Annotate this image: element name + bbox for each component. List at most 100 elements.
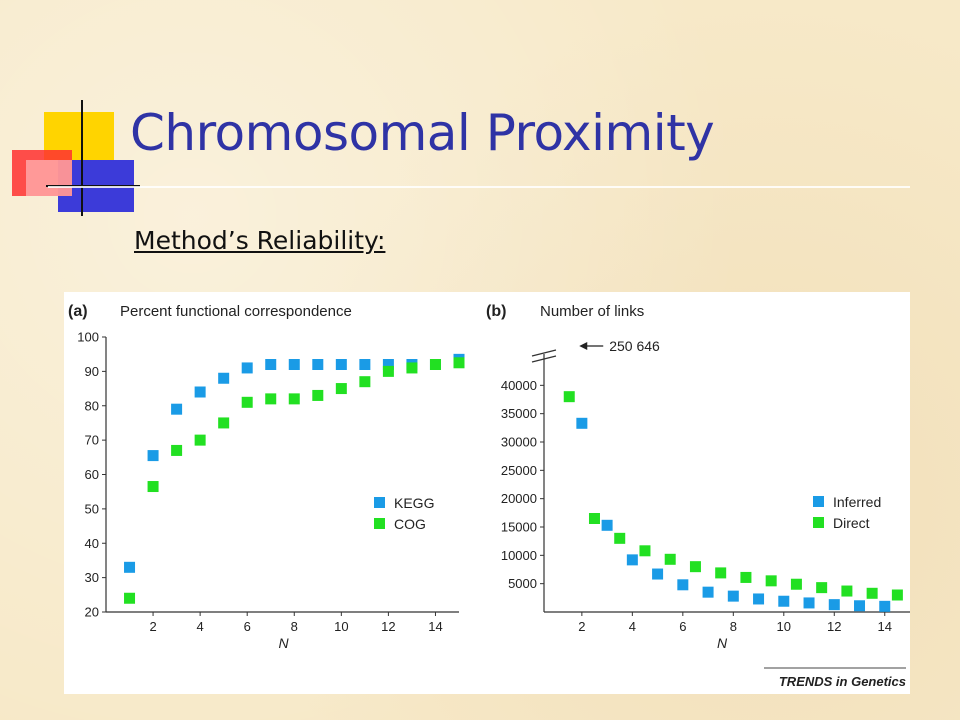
data-point-inferred bbox=[702, 586, 714, 598]
y-tick-label: 35000 bbox=[501, 406, 537, 421]
data-point-kegg bbox=[288, 359, 300, 370]
x-tick-label: 2 bbox=[578, 619, 585, 634]
y-tick-label: 15000 bbox=[501, 520, 537, 535]
data-point-cog bbox=[124, 592, 136, 604]
legend-label-kegg: KEGG bbox=[394, 495, 434, 511]
y-tick-label: 25000 bbox=[501, 463, 537, 478]
data-point-cog bbox=[453, 357, 465, 369]
data-point-cog bbox=[359, 376, 371, 388]
figure-panel: (a) Percent functional correspondence 20 30… bbox=[64, 292, 910, 694]
data-point-direct bbox=[765, 575, 777, 587]
data-point-inferred bbox=[677, 579, 689, 591]
data-point-cog bbox=[241, 396, 253, 408]
data-point-kegg bbox=[265, 359, 277, 370]
slide-subtitle: Method’s Reliability: bbox=[134, 226, 386, 255]
y-tick-label: 80 bbox=[85, 398, 99, 413]
data-point-kegg bbox=[241, 362, 253, 374]
data-point-direct bbox=[664, 553, 676, 565]
y-tick-label: 30000 bbox=[501, 435, 537, 450]
y-tick-label: 5000 bbox=[508, 576, 537, 591]
x-tick-label: 10 bbox=[334, 619, 348, 634]
data-point-inferred bbox=[778, 595, 790, 607]
data-point-direct bbox=[563, 391, 575, 403]
data-point-kegg bbox=[171, 403, 183, 415]
data-point-kegg bbox=[194, 386, 206, 398]
data-point-direct bbox=[715, 567, 727, 579]
data-point-inferred bbox=[753, 593, 765, 605]
logo-pink-overlap bbox=[26, 160, 72, 196]
x-tick-label: 6 bbox=[244, 619, 251, 634]
data-point-kegg bbox=[335, 359, 347, 370]
y-tick-label: 90 bbox=[85, 364, 99, 379]
data-point-cog bbox=[429, 359, 441, 370]
data-point-inferred bbox=[803, 597, 815, 609]
x-tick-label: 14 bbox=[428, 619, 442, 634]
data-point-cog bbox=[147, 481, 159, 493]
y-tick-label: 40 bbox=[85, 536, 99, 551]
data-point-cog bbox=[382, 365, 394, 377]
x-tick-label: 10 bbox=[777, 619, 791, 634]
legend-swatch-cog bbox=[374, 518, 385, 529]
data-point-kegg bbox=[312, 359, 324, 370]
x-tick-label: 4 bbox=[629, 619, 636, 634]
data-point-cog bbox=[288, 393, 300, 405]
data-point-inferred bbox=[652, 568, 664, 580]
y-tick-label: 50 bbox=[85, 501, 99, 516]
annotation-label: 250 646 bbox=[609, 338, 660, 354]
y-tick-label: 30 bbox=[85, 570, 99, 585]
x-tick-label: 4 bbox=[197, 619, 204, 634]
data-point-direct bbox=[639, 545, 651, 557]
data-point-cog bbox=[335, 383, 347, 395]
x-tick-label: 6 bbox=[679, 619, 686, 634]
y-tick-label: 100 bbox=[77, 330, 99, 345]
axis-break-mark bbox=[531, 349, 557, 363]
data-point-direct bbox=[689, 561, 701, 573]
data-point-cog bbox=[194, 434, 206, 446]
data-point-direct bbox=[790, 578, 802, 590]
title-underline-rule bbox=[48, 186, 910, 188]
annotation-arrow-head bbox=[579, 342, 588, 350]
data-point-direct bbox=[841, 585, 853, 597]
panel-label: (b) bbox=[486, 303, 506, 320]
legend-label-inferred: Inferred bbox=[833, 494, 881, 510]
panel-label: (a) bbox=[68, 303, 88, 320]
x-axis-label: N bbox=[717, 635, 728, 651]
y-tick-label: 40000 bbox=[501, 378, 537, 393]
data-point-direct bbox=[588, 513, 600, 524]
data-point-inferred bbox=[727, 590, 739, 602]
data-point-cog bbox=[265, 393, 277, 405]
x-tick-label: 2 bbox=[149, 619, 156, 634]
legend-label-direct: Direct bbox=[833, 515, 870, 531]
legend-swatch-direct bbox=[813, 517, 824, 528]
data-point-kegg bbox=[124, 561, 136, 573]
data-point-inferred bbox=[854, 600, 866, 612]
legend-swatch-inferred bbox=[813, 496, 824, 507]
data-point-inferred bbox=[879, 600, 891, 612]
x-tick-label: 12 bbox=[381, 619, 395, 634]
legend-swatch-kegg bbox=[374, 497, 385, 508]
x-tick-label: 14 bbox=[878, 619, 892, 634]
chart-title: Number of links bbox=[540, 303, 644, 320]
slide-title: Chromosomal Proximity bbox=[130, 104, 715, 162]
chart-panel-b: (b) Number of links 5000 10000 15000 20000 250… bbox=[486, 303, 910, 651]
figure-credit: TRENDS in Genetics bbox=[779, 674, 906, 689]
chart-figure: (a) Percent functional correspondence 20 30… bbox=[68, 303, 910, 689]
data-point-inferred bbox=[626, 554, 638, 566]
chart-panel-a: (a) Percent functional correspondence 20 30… bbox=[68, 303, 465, 651]
y-tick-label: 60 bbox=[85, 467, 99, 482]
data-point-kegg bbox=[382, 359, 394, 370]
data-point-kegg bbox=[147, 450, 159, 462]
data-point-direct bbox=[866, 587, 878, 599]
data-point-inferred bbox=[828, 599, 840, 611]
data-point-direct bbox=[816, 582, 828, 594]
x-tick-label: 8 bbox=[730, 619, 737, 634]
x-axis-label: N bbox=[279, 635, 290, 651]
y-tick-label: 10000 bbox=[501, 548, 537, 563]
data-point-direct bbox=[891, 589, 903, 601]
y-tick-label: 20000 bbox=[501, 491, 537, 506]
data-point-kegg bbox=[218, 372, 230, 384]
data-point-kegg bbox=[359, 359, 371, 370]
data-point-cog bbox=[312, 389, 324, 401]
chart-title: Percent functional correspondence bbox=[120, 303, 352, 320]
data-point-inferred bbox=[576, 417, 588, 429]
